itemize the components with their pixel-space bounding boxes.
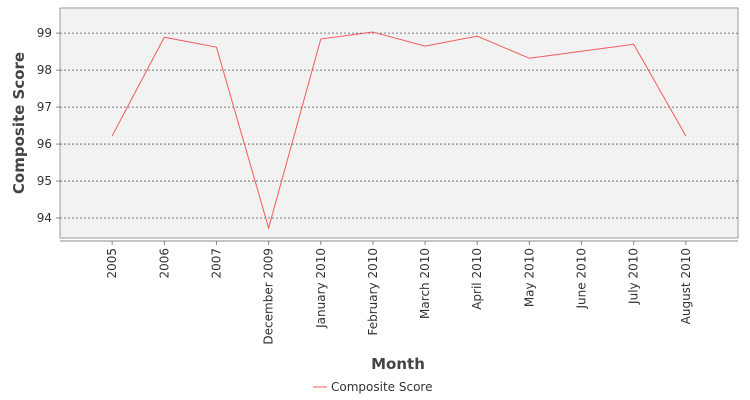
x-axis-title: Month <box>371 355 425 373</box>
legend-label: Composite Score <box>331 380 432 394</box>
plot-area <box>59 7 739 239</box>
x-tick-label: 2007 <box>209 248 223 279</box>
y-tick-label: 99 <box>37 26 52 40</box>
y-tick-label: 96 <box>37 137 52 151</box>
x-tick-label: July 2010 <box>627 248 641 305</box>
y-axis-title: Composite Score <box>10 52 28 194</box>
x-tick-label: August 2010 <box>679 248 693 324</box>
y-tick-label: 94 <box>37 211 52 225</box>
y-tick-label: 97 <box>37 100 52 114</box>
x-tick-label: May 2010 <box>522 248 536 307</box>
line-series <box>111 31 687 230</box>
x-tick-label: December 2009 <box>262 248 276 345</box>
y-tick-label: 98 <box>37 63 52 77</box>
x-tick-label: 2005 <box>105 248 119 279</box>
y-tick-label: 95 <box>37 174 52 188</box>
x-tick-label: February 2010 <box>366 248 380 336</box>
x-tick-label: June 2010 <box>575 248 589 310</box>
x-tick-label: April 2010 <box>470 248 484 310</box>
x-tick-label: 2006 <box>157 248 171 279</box>
x-tick-label: January 2010 <box>314 248 328 329</box>
x-tick-label: March 2010 <box>418 248 432 319</box>
